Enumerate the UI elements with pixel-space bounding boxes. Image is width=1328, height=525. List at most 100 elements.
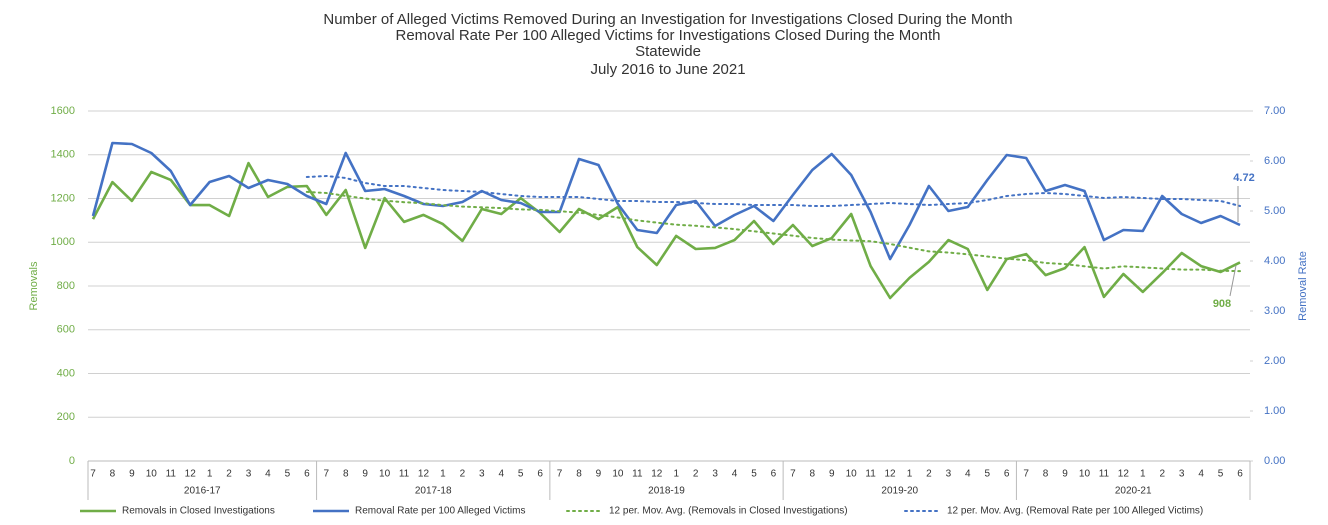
x-tick-label: 4 — [965, 469, 971, 480]
x-tick-label: 6 — [1237, 469, 1243, 480]
x-tick-label: 7 — [790, 469, 796, 480]
y2-tick-label: 4.00 — [1264, 255, 1285, 267]
data-line — [91, 141, 1241, 261]
y-axis-label: Removals — [28, 261, 40, 310]
y2-tick-label: 6.00 — [1264, 155, 1285, 167]
x-tick-label: 9 — [596, 469, 602, 480]
x-tick-label: 8 — [576, 469, 582, 480]
x-tick-label: 4 — [265, 469, 271, 480]
y2-tick-label: 2.00 — [1264, 355, 1285, 367]
x-tick-label: 3 — [946, 469, 952, 480]
x-tick-label: 8 — [1043, 469, 1049, 480]
y-tick-label: 0 — [69, 455, 75, 467]
group-label: 2017-18 — [415, 486, 452, 497]
x-tick-label: 10 — [846, 469, 858, 480]
moving-average-line — [305, 174, 1241, 207]
x-tick-label: 9 — [362, 469, 368, 480]
x-tick-label: 5 — [1218, 469, 1224, 480]
x-tick-label: 9 — [1062, 469, 1068, 480]
chart-title: Number of Alleged Victims Removed During… — [323, 11, 1012, 28]
x-tick-label: 11 — [865, 469, 876, 480]
y2-tick-label: 5.00 — [1264, 205, 1285, 217]
moving-average-line — [305, 190, 1241, 273]
y-tick-label: 400 — [57, 367, 75, 379]
data-label: 4.72 — [1233, 172, 1254, 184]
x-tick-label: 4 — [498, 469, 504, 480]
y2-tick-label: 1.00 — [1264, 405, 1285, 417]
chart-title: Removal Rate Per 100 Alleged Victims for… — [395, 27, 940, 44]
x-tick-label: 3 — [712, 469, 718, 480]
group-label: 2020-21 — [1115, 486, 1152, 497]
x-tick-label: 3 — [246, 469, 252, 480]
x-tick-label: 1 — [440, 469, 446, 480]
x-tick-label: 12 — [651, 469, 663, 480]
x-tick-label: 8 — [110, 469, 116, 480]
x-tick-label: 2 — [226, 469, 232, 480]
y2-tick-label: 7.00 — [1264, 105, 1285, 117]
x-tick-label: 3 — [1179, 469, 1185, 480]
x-tick-label: 12 — [885, 469, 897, 480]
leader-line — [1229, 265, 1237, 297]
x-tick-label: 1 — [1140, 469, 1146, 480]
group-label: 2019-20 — [881, 486, 918, 497]
x-tick-label: 7 — [90, 469, 96, 480]
y-tick-label: 1000 — [51, 236, 75, 248]
x-tick-label: 7 — [1023, 469, 1029, 480]
x-tick-label: 11 — [632, 469, 643, 480]
x-tick-label: 10 — [612, 469, 624, 480]
group-label: 2018-19 — [648, 486, 685, 497]
x-tick-label: 7 — [324, 469, 330, 480]
y-tick-label: 1400 — [51, 149, 75, 161]
x-tick-label: 9 — [129, 469, 135, 480]
x-tick-label: 8 — [810, 469, 816, 480]
x-tick-label: 5 — [285, 469, 291, 480]
x-tick-label: 1 — [207, 469, 213, 480]
x-tick-label: 11 — [1099, 469, 1110, 480]
x-tick-label: 6 — [537, 469, 543, 480]
y-tick-label: 1200 — [51, 192, 75, 204]
x-tick-label: 6 — [1004, 469, 1010, 480]
x-tick-label: 7 — [557, 469, 563, 480]
x-tick-label: 1 — [907, 469, 913, 480]
legend-label: 12 per. Mov. Avg. (Removals in Closed In… — [609, 506, 848, 517]
x-tick-label: 4 — [1198, 469, 1204, 480]
x-tick-label: 12 — [1118, 469, 1130, 480]
group-label: 2016-17 — [184, 486, 221, 497]
x-tick-label: 10 — [379, 469, 391, 480]
x-tick-label: 2 — [1159, 469, 1165, 480]
y-tick-label: 800 — [57, 280, 75, 292]
x-tick-label: 5 — [751, 469, 757, 480]
x-tick-label: 5 — [984, 469, 990, 480]
legend-label: Removal Rate per 100 Alleged Victims — [355, 506, 525, 517]
x-tick-label: 2 — [693, 469, 699, 480]
x-tick-label: 1 — [673, 469, 679, 480]
x-tick-label: 3 — [479, 469, 485, 480]
chart-title: Statewide — [635, 43, 701, 60]
x-tick-label: 4 — [732, 469, 738, 480]
y2-tick-label: 3.00 — [1264, 305, 1285, 317]
x-tick-label: 10 — [1079, 469, 1091, 480]
y2-axis-label: Removal Rate — [1297, 251, 1309, 321]
x-tick-label: 12 — [418, 469, 430, 480]
x-tick-label: 8 — [343, 469, 349, 480]
x-tick-label: 5 — [518, 469, 524, 480]
chart-title: July 2016 to June 2021 — [590, 61, 745, 78]
y-tick-label: 1600 — [51, 105, 75, 117]
x-tick-label: 11 — [166, 469, 177, 480]
x-tick-label: 2 — [460, 469, 466, 480]
x-tick-label: 6 — [304, 469, 310, 480]
x-tick-label: 12 — [185, 469, 197, 480]
y-tick-label: 200 — [57, 411, 75, 423]
y-tick-label: 600 — [57, 324, 75, 336]
legend-label: Removals in Closed Investigations — [122, 506, 275, 517]
legend-label: 12 per. Mov. Avg. (Removal Rate per 100 … — [947, 506, 1203, 517]
x-tick-label: 6 — [771, 469, 777, 480]
y2-tick-label: 0.00 — [1264, 455, 1285, 467]
title-block: Number of Alleged Victims Removed During… — [323, 11, 1012, 78]
data-label: 908 — [1213, 298, 1231, 310]
x-tick-label: 11 — [399, 469, 410, 480]
x-tick-label: 9 — [829, 469, 835, 480]
x-tick-label: 10 — [146, 469, 158, 480]
